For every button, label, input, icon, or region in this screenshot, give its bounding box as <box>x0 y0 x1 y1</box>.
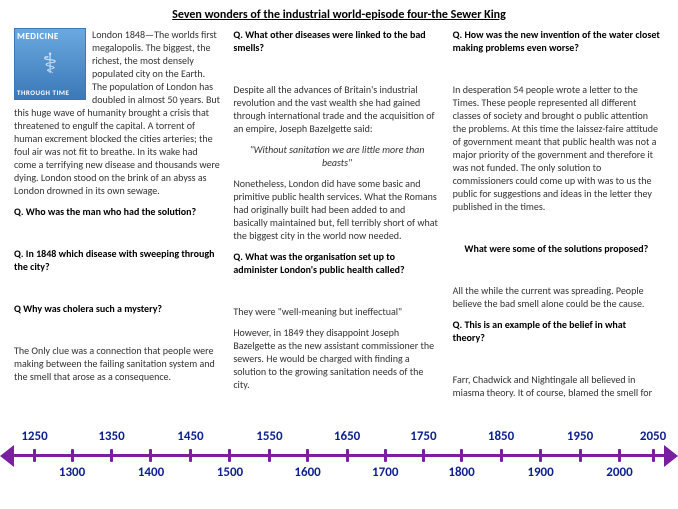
timeline-tick-1500: 1500 <box>228 449 231 462</box>
q-organisation: Q. What was the organisation set up to a… <box>233 250 440 276</box>
timeline-tick-1250: 1250 <box>33 449 36 462</box>
q-1848-disease: Q. In 1848 which disease with sweeping t… <box>14 247 221 273</box>
p-desperation: In desperation 54 people wrote a letter … <box>453 83 660 213</box>
timeline-label: 1300 <box>59 465 85 480</box>
timeline-label: 1500 <box>217 465 243 480</box>
timeline-label: 1800 <box>448 465 474 480</box>
timeline-tick-1650: 1650 <box>346 449 349 462</box>
p-however-1849: However, in 1849 they disappoint Joseph … <box>233 326 440 391</box>
timeline: 1250 1300 1350 1400 1450 1500 1550 1600 1650 1700… <box>10 427 668 491</box>
timeline-tick-1900: 1900 <box>539 449 542 462</box>
timeline-tick-2050: 2050 <box>652 449 655 462</box>
timeline-label: 1700 <box>372 465 398 480</box>
logo-text-bottom: THROUGH TIME <box>17 88 69 97</box>
timeline-tick-1800: 1800 <box>460 449 463 462</box>
timeline-label: 1350 <box>98 429 124 444</box>
logo-text-top: MEDICINE <box>17 31 59 43</box>
timeline-tick-1450: 1450 <box>189 449 192 462</box>
p-nonetheless: Nonetheless, London did have some basic … <box>233 177 440 242</box>
timeline-tick-1350: 1350 <box>110 449 113 462</box>
timeline-line <box>10 454 668 457</box>
timeline-tick-1950: 1950 <box>579 449 582 462</box>
column-2: Q. What other diseases were linked to th… <box>233 28 440 428</box>
timeline-label: 1650 <box>334 429 360 444</box>
column-1: MEDICINE ⚕ THROUGH TIME London 1848—The … <box>14 28 221 428</box>
q-cholera-mystery: Q Why was cholera such a mystery? <box>14 302 221 315</box>
p-despite-advances: Despite all the advances of Britain's in… <box>233 83 440 135</box>
caduceus-icon: ⚕ <box>42 46 57 82</box>
timeline-tick-1750: 1750 <box>422 449 425 462</box>
medicine-logo: MEDICINE ⚕ THROUGH TIME <box>14 28 86 100</box>
page-title: Seven wonders of the industrial world-ep… <box>0 0 678 28</box>
timeline-label: 1250 <box>21 429 47 444</box>
bazelgette-quote: "Without sanitation we are little more t… <box>233 143 440 169</box>
column-3: Q. How was the new invention of the wate… <box>453 28 660 428</box>
p-farr-chadwick: Farr, Chadwick and Nightingale all belie… <box>453 373 660 399</box>
intro-paragraph: MEDICINE ⚕ THROUGH TIME London 1848—The … <box>14 28 221 197</box>
p-all-the-while: All the while the current was spreading.… <box>453 284 660 310</box>
timeline-label: 1900 <box>527 465 553 480</box>
timeline-label: 1850 <box>488 429 514 444</box>
timeline-label: 1750 <box>410 429 436 444</box>
timeline-label: 1400 <box>138 465 164 480</box>
p-only-clue: The Only clue was a connection that peop… <box>14 344 221 383</box>
timeline-tick-1700: 1700 <box>384 449 387 462</box>
q-theory: Q. This is an example of the belief in w… <box>453 318 660 344</box>
p-well-meaning: They were "well-meaning but ineffectual" <box>233 305 440 318</box>
timeline-tick-1600: 1600 <box>306 449 309 462</box>
content-columns: MEDICINE ⚕ THROUGH TIME London 1848—The … <box>0 28 678 428</box>
q-water-closet: Q. How was the new invention of the wate… <box>453 28 660 54</box>
q-who-solution: Q. Who was the man who had the solution? <box>14 205 221 218</box>
timeline-tick-1550: 1550 <box>268 449 271 462</box>
q-solutions-proposed: What were some of the solutions proposed… <box>453 242 660 255</box>
timeline-label: 1600 <box>294 465 320 480</box>
timeline-label: 2000 <box>606 465 632 480</box>
timeline-tick-2000: 2000 <box>618 449 621 462</box>
timeline-label: 1450 <box>177 429 203 444</box>
timeline-label: 2050 <box>640 429 666 444</box>
timeline-tick-1850: 1850 <box>500 449 503 462</box>
timeline-tick-1300: 1300 <box>71 449 74 462</box>
timeline-label: 1550 <box>256 429 282 444</box>
timeline-label: 1950 <box>567 429 593 444</box>
q-other-diseases: Q. What other diseases were linked to th… <box>233 28 440 54</box>
